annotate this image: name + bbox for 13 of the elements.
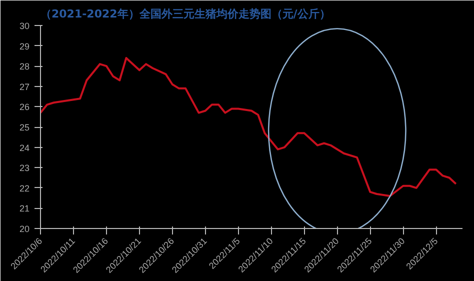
y-tick-label: 21 [19, 204, 30, 214]
y-tick-label: 29 [19, 41, 30, 52]
y-tick-label: 23 [19, 163, 30, 174]
y-tick-label: 22 [19, 183, 30, 194]
y-tick-label: 20 [19, 224, 30, 234]
y-tick-label: 25 [19, 122, 30, 132]
y-tick-label: 30 [19, 21, 30, 31]
chart-title: （2021-2022年）全国外三元生猪均价走势图（元/公斤） [40, 8, 330, 20]
y-tick-label: 24 [19, 142, 30, 153]
y-tick-label: 28 [19, 62, 30, 72]
y-tick-label: 27 [19, 82, 30, 92]
line-series [40, 56, 457, 198]
y-tick-label: 26 [19, 102, 30, 112]
